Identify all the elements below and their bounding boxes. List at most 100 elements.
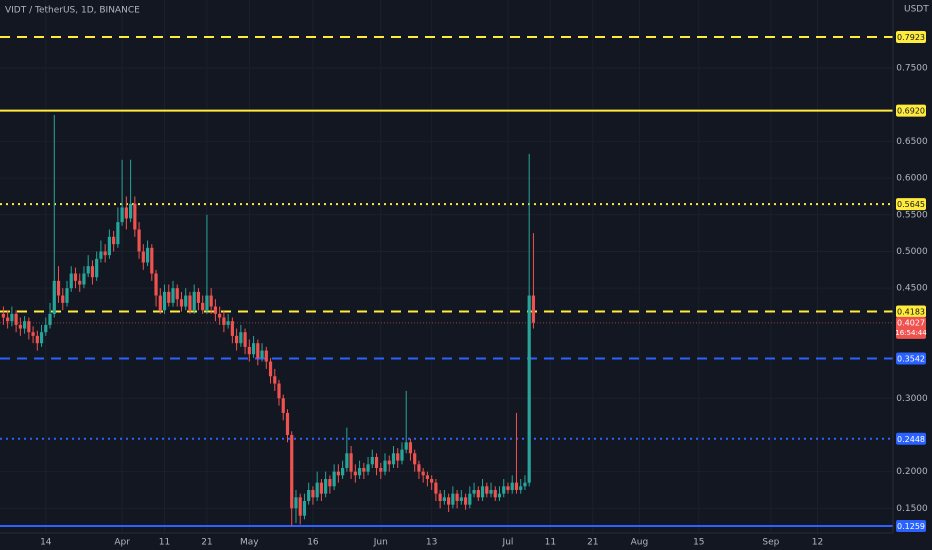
y-tick-label: 0.6500 (896, 137, 928, 147)
candle-body (129, 203, 133, 219)
x-tick-label: 14 (40, 538, 52, 548)
candle-body (196, 291, 201, 303)
candle-body (357, 467, 362, 476)
candle-body (10, 313, 14, 322)
candle-body (158, 295, 162, 311)
x-tick-label: 21 (201, 538, 212, 548)
candle-body (294, 497, 298, 509)
countdown: 16:54:44 (895, 329, 927, 337)
candle-body (230, 321, 234, 336)
chart-title: VIDT / TetherUS, 1D, BINANCE (5, 6, 140, 16)
candle-body (476, 489, 480, 498)
axis-unit: USDT (904, 5, 929, 15)
level-label: 0.1259 (897, 522, 925, 531)
candle-body (353, 471, 357, 476)
candle-body (345, 453, 349, 468)
candle-body (154, 273, 158, 296)
candle-body (413, 453, 417, 465)
candle-body (480, 486, 485, 498)
y-tick-label: 0.5000 (896, 247, 928, 257)
candle-body (315, 482, 319, 498)
candle-body (362, 467, 366, 472)
candle-body (201, 302, 205, 311)
x-tick-label: 15 (693, 538, 704, 548)
candle-body (417, 464, 421, 472)
candle-body (290, 434, 294, 509)
candle-body (502, 486, 506, 494)
level-label: 0.7923 (897, 33, 925, 42)
candle-body (247, 346, 251, 355)
level-label: 0.3542 (897, 354, 925, 363)
y-tick-label: 0.5500 (896, 210, 928, 220)
x-tick-label: 16 (307, 538, 319, 548)
candle-body (31, 332, 35, 336)
candle-body (302, 501, 307, 516)
candle-body (425, 475, 430, 479)
candle-body (184, 295, 188, 307)
y-tick-label: 0.7500 (896, 64, 928, 74)
candle-body (260, 350, 264, 358)
axes: 14 Apr 11 21 May 16 Jun 13 Jul 11 21 Aug 15 Sep 12 0.15… (40, 30, 928, 548)
candle-body (366, 464, 370, 472)
candle-body (188, 295, 192, 311)
candle-body (162, 291, 167, 311)
candle-body (99, 251, 103, 259)
candle-body (268, 361, 273, 377)
level-label: 0.5645 (897, 200, 925, 209)
y-tick-label: 0.3000 (896, 394, 928, 404)
candle-body (468, 493, 472, 505)
candle-body (205, 295, 209, 311)
candle-body (243, 332, 247, 347)
level-label: 0.4183 (897, 307, 925, 316)
candle-body (430, 478, 434, 483)
candle-body (6, 317, 10, 322)
candle-body (391, 453, 396, 465)
candle-body (27, 321, 31, 333)
candle-body (95, 258, 99, 278)
candle-body (493, 489, 497, 498)
candle-body (531, 295, 536, 323)
candle-body (472, 489, 476, 494)
candle-body (73, 273, 78, 281)
candle-body (328, 478, 332, 487)
x-tick-label: Sep (762, 538, 779, 548)
candle-body (86, 266, 90, 274)
level-label-box (896, 520, 926, 533)
x-tick-label: 21 (587, 538, 598, 548)
candle-body (239, 332, 243, 344)
candle-body (374, 456, 379, 468)
candle-body (341, 467, 345, 476)
candle-body (438, 493, 442, 502)
x-tick-label: Jun (373, 538, 388, 548)
candle-body (519, 486, 523, 490)
x-tick-label: Jul (502, 538, 514, 548)
candle-body (137, 229, 141, 252)
candle-body (404, 442, 408, 450)
candle-body (120, 207, 124, 223)
candle-body (192, 291, 196, 311)
candle-body (514, 482, 519, 490)
level-label-box (896, 432, 926, 445)
candle-body (379, 467, 383, 472)
candle-body (103, 251, 107, 256)
candle-body (396, 453, 400, 461)
candle-body (387, 460, 391, 465)
candle-body (319, 482, 324, 494)
candle-body (442, 497, 446, 502)
candle-body (235, 335, 239, 344)
level-label-box (896, 352, 926, 365)
candle-body (451, 493, 455, 505)
candle-body (209, 295, 213, 307)
candle-body (459, 497, 463, 502)
x-tick-label: Aug (631, 538, 649, 548)
level-label: 0.2448 (897, 435, 925, 444)
candle-body (167, 291, 171, 303)
candle-body (251, 343, 256, 355)
candle-body (44, 324, 48, 333)
level-label-box (896, 198, 926, 211)
candle-body (434, 482, 438, 494)
candle-body (383, 460, 387, 472)
x-tick-label: 11 (159, 538, 170, 548)
